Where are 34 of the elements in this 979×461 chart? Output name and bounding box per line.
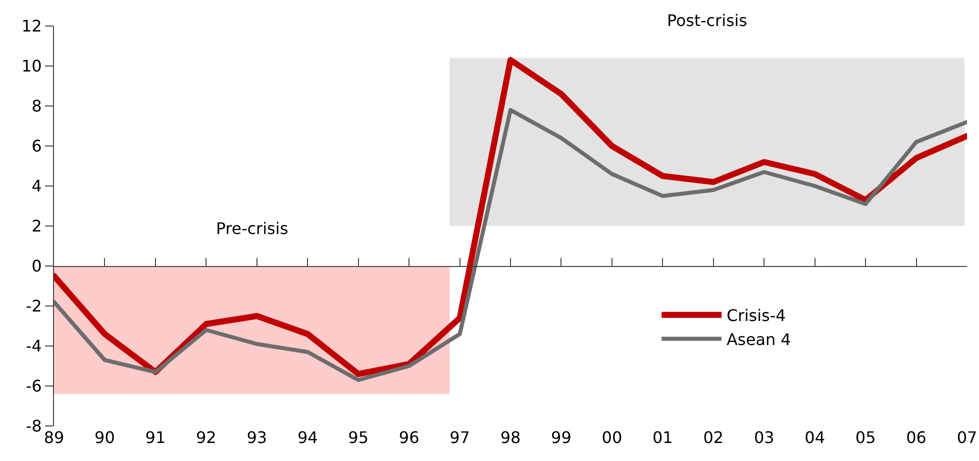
x-tick-label: 02 — [703, 428, 724, 447]
y-tick-label: 6 — [32, 136, 42, 156]
x-tick-label: 97 — [450, 428, 470, 447]
x-tick-label: 92 — [196, 428, 216, 447]
annotation: Post-crisis — [667, 11, 748, 30]
x-tick-label: 06 — [906, 428, 926, 447]
x-tick-label: 94 — [297, 428, 318, 447]
x-tick-label: 93 — [246, 428, 268, 447]
y-tick-label: -4 — [26, 336, 42, 356]
x-tick-label: 03 — [754, 428, 774, 447]
legend-label: Crisis-4 — [726, 306, 786, 326]
x-tick-label: 01 — [652, 428, 673, 447]
x-tick-label: 90 — [94, 428, 115, 447]
y-tick-label: 4 — [32, 176, 42, 196]
y-tick-label: 12 — [21, 16, 42, 36]
x-tick-label: 91 — [145, 428, 166, 447]
y-tick-label: 10 — [21, 56, 42, 76]
x-tick-label: 07 — [956, 428, 978, 447]
y-tick-label: 8 — [32, 96, 42, 116]
y-tick-label: -6 — [26, 376, 42, 396]
annotation: Pre-crisis — [216, 219, 288, 238]
x-tick-label: 95 — [348, 428, 369, 447]
x-tick-label: 99 — [551, 428, 572, 447]
y-tick-label: 2 — [32, 216, 42, 236]
y-tick-label: -2 — [26, 296, 42, 316]
x-tick-label: 05 — [855, 428, 876, 447]
y-tick-label: 0 — [32, 256, 42, 276]
legend-label: Asean 4 — [726, 330, 791, 349]
x-tick-label: 96 — [398, 428, 420, 447]
x-tick-label: 00 — [602, 428, 622, 447]
x-tick-label: 89 — [44, 428, 64, 447]
y-tick-label: -8 — [26, 416, 42, 436]
x-tick-label: 04 — [804, 428, 826, 447]
x-tick-label: 98 — [500, 428, 521, 447]
